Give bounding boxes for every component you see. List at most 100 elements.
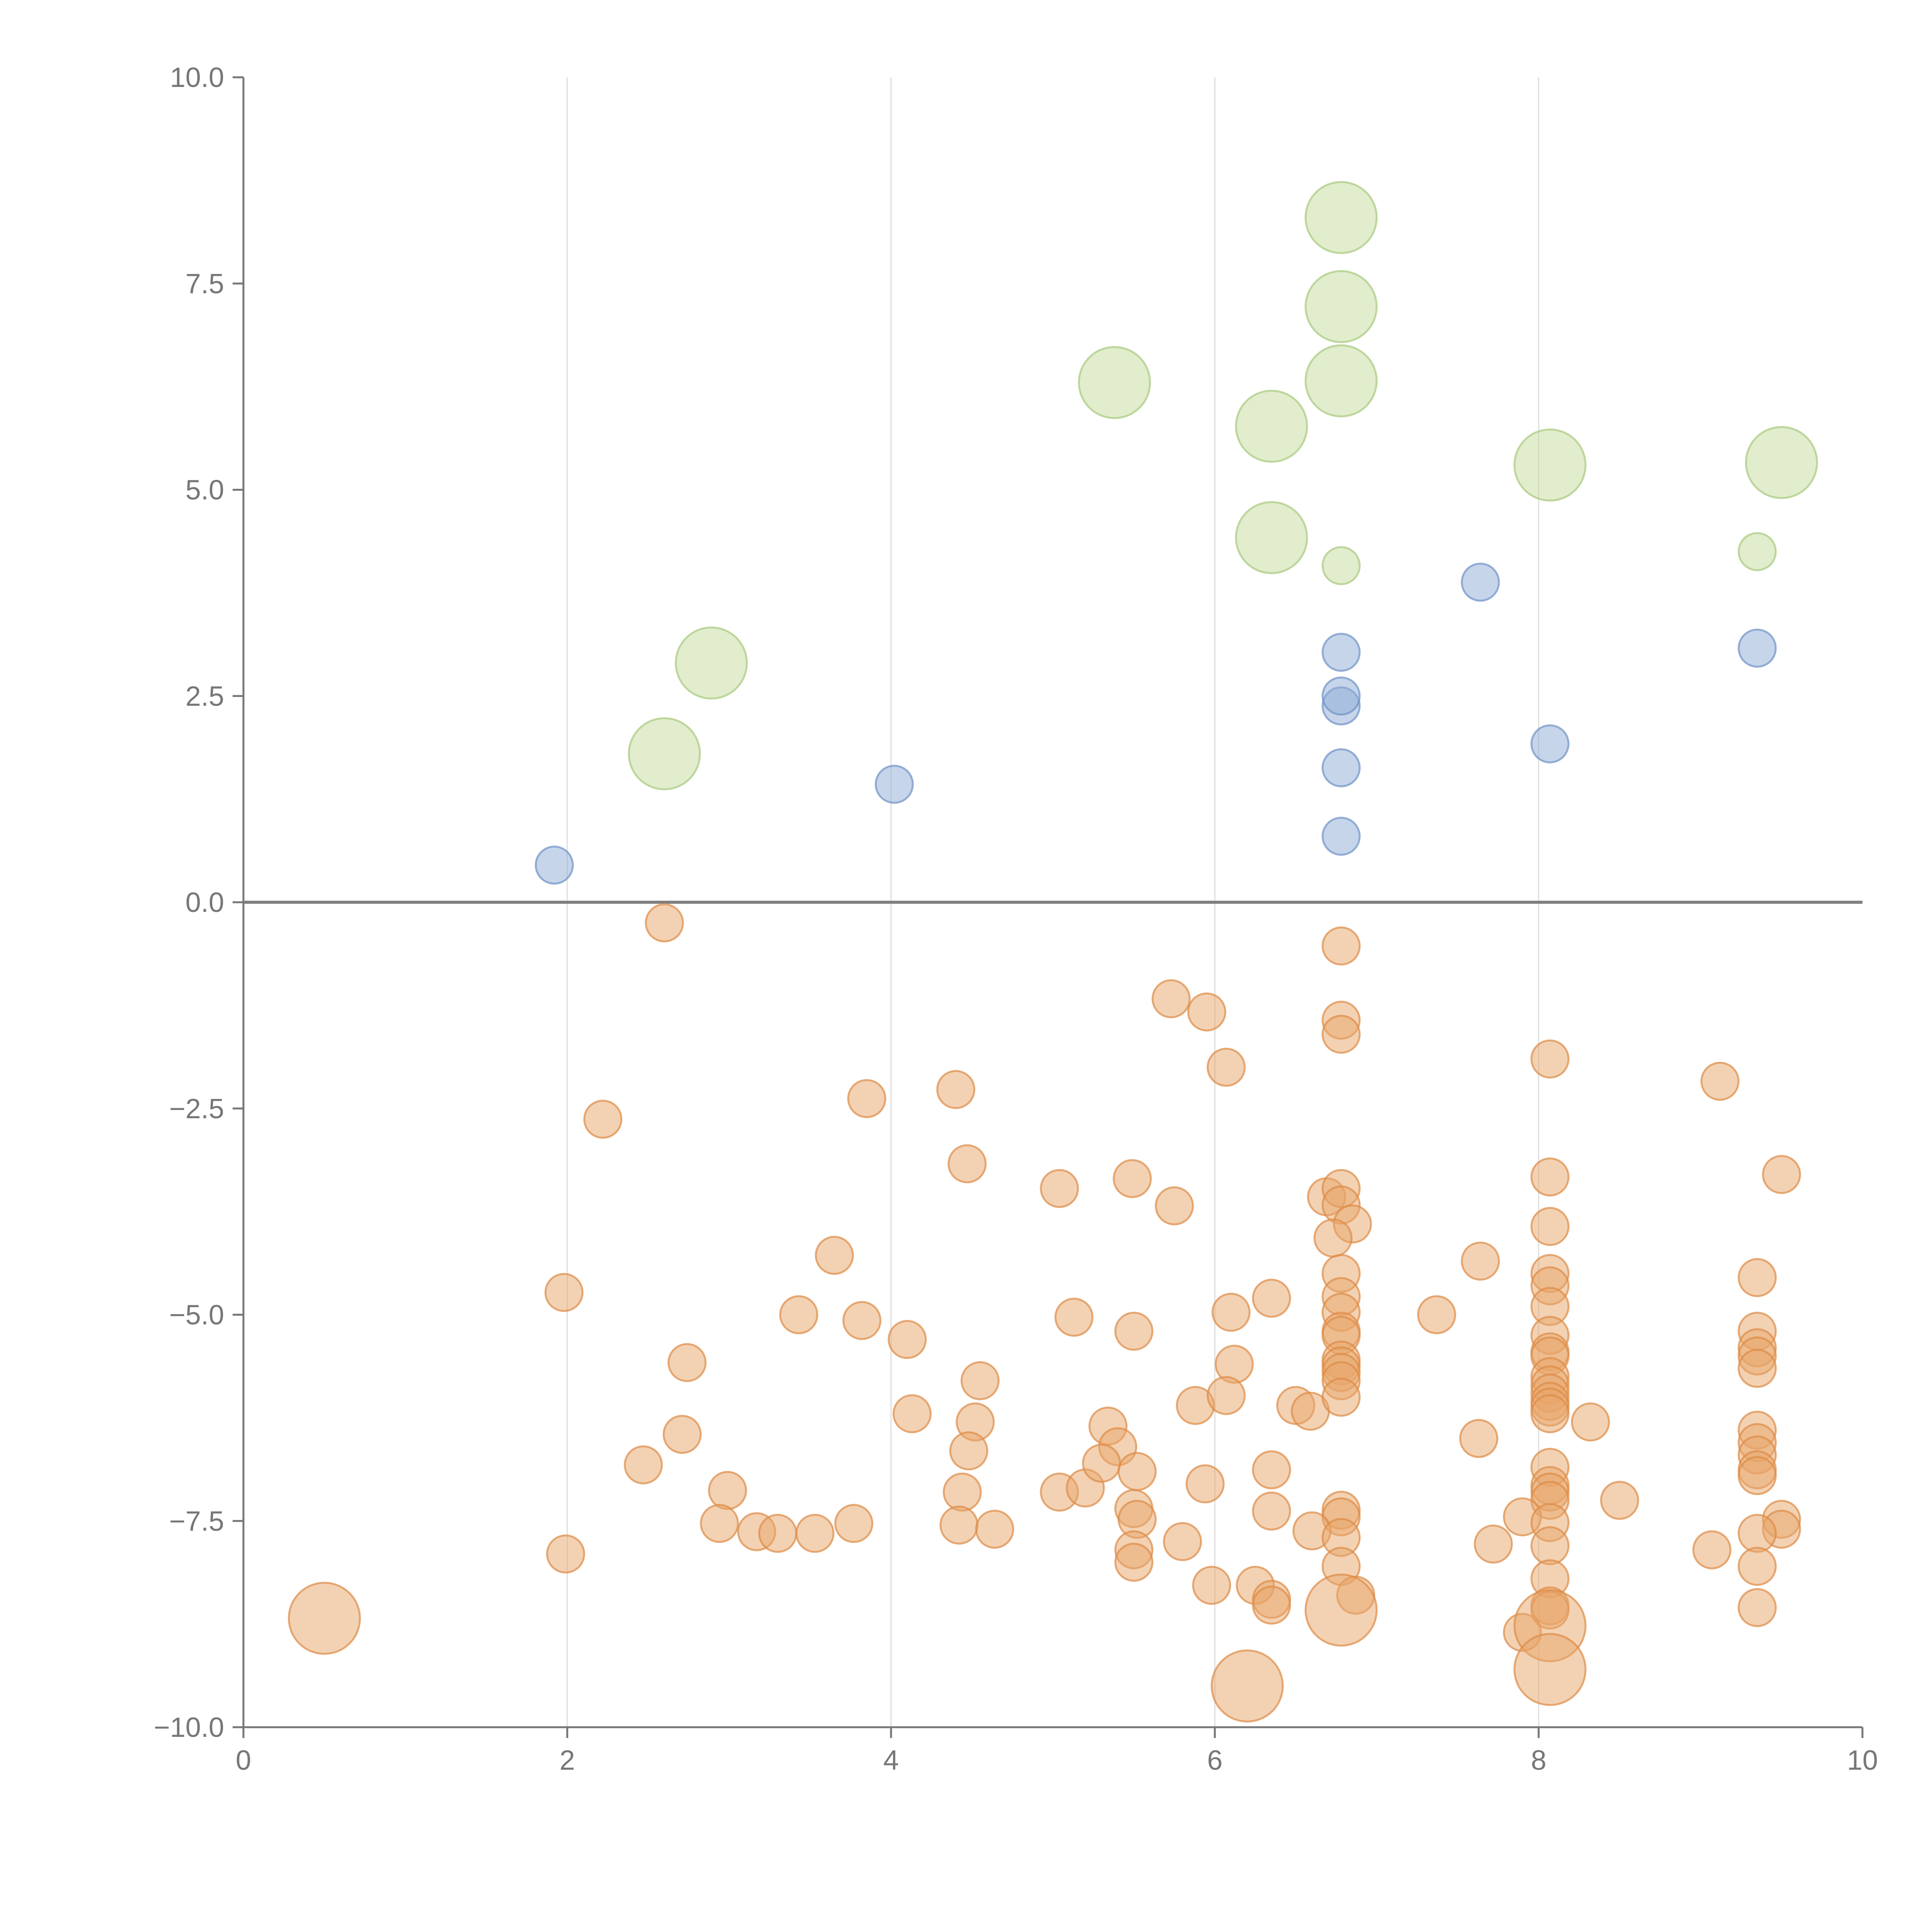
data-point: [892, 1394, 932, 1434]
data-point: [975, 1510, 1014, 1549]
data-point: [1600, 1481, 1639, 1520]
data-point: [1304, 270, 1378, 344]
data-point: [1530, 1157, 1570, 1197]
data-point: [842, 1301, 882, 1340]
point-layer: [288, 181, 1818, 1723]
data-point: [1163, 1522, 1202, 1561]
data-point: [1700, 1061, 1740, 1101]
x-tick-label: 4: [883, 1745, 899, 1776]
data-point: [795, 1514, 835, 1553]
data-point: [1304, 344, 1378, 418]
data-point: [544, 1273, 584, 1312]
y-tick-label: −5.0: [169, 1300, 224, 1331]
y-tick-label: 7.5: [185, 269, 224, 299]
data-point: [1321, 546, 1361, 585]
data-point: [534, 845, 574, 885]
data-point: [708, 1471, 747, 1510]
data-point: [1530, 1526, 1570, 1565]
y-tick-label: −7.5: [169, 1506, 224, 1537]
x-tick-label: 6: [1207, 1745, 1223, 1776]
data-point: [1321, 633, 1361, 672]
data-point: [1530, 1207, 1570, 1246]
y-tick-label: 5.0: [185, 475, 224, 506]
data-point: [1304, 1573, 1378, 1647]
data-point: [1252, 1492, 1291, 1531]
data-point: [1530, 1394, 1570, 1434]
data-point: [1738, 1547, 1777, 1586]
axis-layer: 0 2 4 6 8 10 10.0 7.5 5.0 2.5 0.0 −2.5 −5.0 −7.5 −10.0: [154, 62, 1878, 1776]
data-point: [847, 1079, 886, 1118]
data-point: [662, 1415, 702, 1454]
data-point: [1321, 926, 1361, 966]
y-tick-label: 10.0: [170, 62, 224, 93]
data-point: [1117, 1452, 1157, 1491]
data-point: [583, 1100, 622, 1139]
data-point: [1252, 1279, 1291, 1318]
data-point: [1206, 1376, 1246, 1415]
data-point: [1114, 1311, 1153, 1351]
y-tick-label: −2.5: [169, 1094, 224, 1124]
data-point: [1252, 1585, 1291, 1625]
data-point: [874, 765, 914, 804]
data-point: [1738, 1258, 1777, 1297]
data-point: [1155, 1186, 1194, 1226]
data-point: [888, 1320, 927, 1359]
data-point: [1417, 1295, 1456, 1334]
data-point: [1054, 1298, 1094, 1337]
data-point: [1738, 1456, 1777, 1495]
data-point: [1252, 1450, 1291, 1490]
data-point: [624, 1445, 663, 1485]
data-point: [779, 1295, 818, 1334]
x-tick-label: 0: [236, 1745, 251, 1776]
data-point: [628, 717, 701, 791]
data-point: [1513, 1633, 1587, 1706]
data-point: [1738, 628, 1777, 668]
data-point: [1185, 1464, 1225, 1503]
y-tick-label: 2.5: [185, 681, 224, 712]
series-2: [534, 563, 1777, 885]
x-tick-label: 8: [1531, 1745, 1546, 1776]
data-point: [1151, 979, 1191, 1019]
data-point: [1235, 389, 1308, 463]
data-point: [700, 1504, 739, 1543]
data-point: [758, 1514, 798, 1553]
data-point: [1321, 1015, 1361, 1054]
data-point: [675, 626, 748, 700]
series-1: [288, 903, 1801, 1723]
data-point: [1745, 426, 1818, 499]
data-point: [1211, 1649, 1284, 1723]
data-point: [942, 1473, 982, 1512]
data-point: [1235, 501, 1308, 574]
data-point: [834, 1504, 874, 1543]
data-point: [949, 1431, 988, 1471]
data-point: [1112, 1159, 1152, 1198]
data-point: [1187, 992, 1226, 1032]
data-point: [1571, 1402, 1610, 1442]
data-point: [1040, 1169, 1079, 1208]
data-point: [1114, 1543, 1153, 1582]
y-tick-label: 0.0: [185, 887, 224, 918]
series-3: [628, 181, 1818, 791]
data-point: [1738, 532, 1777, 571]
data-point: [1762, 1155, 1801, 1194]
data-point: [1530, 724, 1570, 764]
data-point: [1321, 816, 1361, 856]
data-point: [1082, 1444, 1121, 1483]
data-point: [1738, 1588, 1777, 1627]
data-point: [1461, 563, 1500, 602]
data-point: [1474, 1524, 1513, 1564]
data-point: [288, 1582, 361, 1655]
data-point: [1530, 1039, 1570, 1079]
data-point: [1461, 1242, 1500, 1281]
data-point: [936, 1070, 976, 1109]
data-point: [1211, 1293, 1251, 1332]
data-point: [645, 903, 684, 942]
data-point: [1206, 1048, 1246, 1087]
data-point: [1321, 748, 1361, 787]
data-point: [546, 1534, 585, 1574]
y-tick-label: −10.0: [154, 1712, 224, 1743]
data-point: [947, 1144, 987, 1184]
data-point: [1321, 676, 1361, 716]
